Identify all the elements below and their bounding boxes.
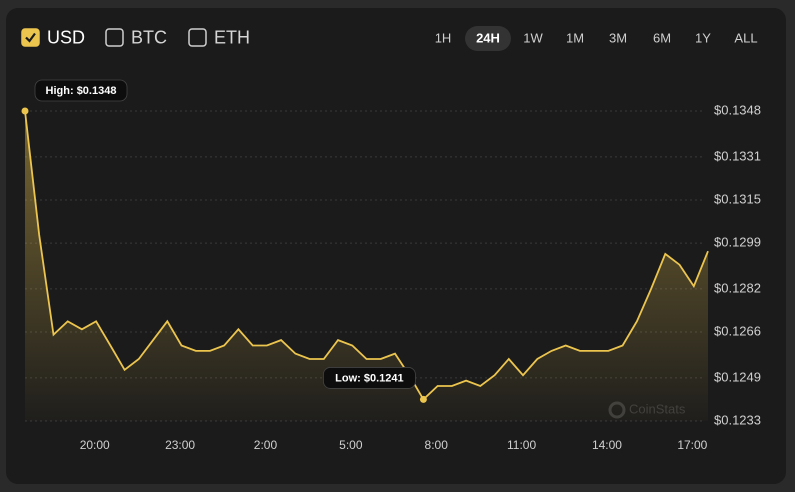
- x-tick-label: 17:00: [677, 438, 707, 452]
- annotation-box: [323, 367, 416, 389]
- range-button[interactable]: 1H: [435, 30, 452, 45]
- range-button[interactable]: 24H: [476, 30, 500, 45]
- range-button[interactable]: 1M: [566, 30, 584, 45]
- y-tick-label: $0.1315: [714, 191, 761, 206]
- annotation: High: $0.1348: [46, 85, 117, 97]
- checkbox[interactable]: [105, 28, 124, 47]
- extreme-point: [419, 395, 427, 403]
- checkbox[interactable]: [188, 28, 207, 47]
- x-tick-label: 23:00: [165, 438, 195, 452]
- range-button[interactable]: 3M: [609, 30, 627, 45]
- range-button[interactable]: ALL: [734, 30, 757, 45]
- currency-label[interactable]: ETH: [214, 27, 250, 47]
- y-tick-label: $0.1233: [714, 412, 761, 427]
- range-button[interactable]: 1W: [523, 30, 543, 45]
- y-tick-label: $0.1249: [714, 369, 761, 384]
- x-tick-label: 8:00: [425, 438, 449, 452]
- y-tick-label: $0.1331: [714, 148, 761, 163]
- annotation: Low: $0.1241: [335, 372, 403, 384]
- checkbox[interactable]: [21, 28, 40, 47]
- x-tick-label: 11:00: [507, 438, 536, 452]
- range-button[interactable]: 6M: [653, 30, 671, 45]
- annotation-box: [34, 79, 128, 102]
- currency-label[interactable]: BTC: [131, 27, 167, 47]
- y-tick-label: $0.1266: [714, 323, 761, 338]
- x-tick-label: 2:00: [254, 438, 278, 452]
- x-tick-label: 5:00: [339, 438, 363, 452]
- extreme-point: [21, 107, 29, 115]
- range-button-active[interactable]: [465, 26, 511, 51]
- y-tick-label: $0.1282: [714, 280, 761, 295]
- x-tick-label: 20:00: [80, 438, 110, 452]
- checkmark: [25, 32, 36, 43]
- price-line: [24, 110, 709, 401]
- currency-label[interactable]: USD: [47, 27, 85, 47]
- y-tick-label: $0.1348: [714, 102, 761, 117]
- x-tick-label: 14:00: [592, 438, 622, 452]
- range-button[interactable]: 1Y: [695, 30, 711, 45]
- y-tick-label: $0.1299: [714, 235, 761, 250]
